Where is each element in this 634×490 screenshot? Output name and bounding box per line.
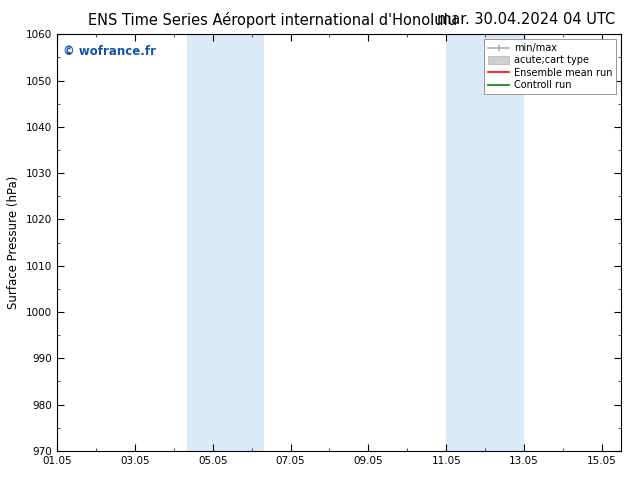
- Bar: [186, 34, 264, 451]
- Y-axis label: Surface Pressure (hPa): Surface Pressure (hPa): [8, 176, 20, 309]
- Text: mar. 30.04.2024 04 UTC: mar. 30.04.2024 04 UTC: [437, 12, 615, 27]
- Text: © wofrance.fr: © wofrance.fr: [63, 45, 156, 58]
- Bar: [446, 34, 524, 451]
- Legend: min/max, acute;cart type, Ensemble mean run, Controll run: min/max, acute;cart type, Ensemble mean …: [484, 39, 616, 94]
- Text: ENS Time Series Aéroport international d'Honolulu: ENS Time Series Aéroport international d…: [88, 12, 457, 28]
